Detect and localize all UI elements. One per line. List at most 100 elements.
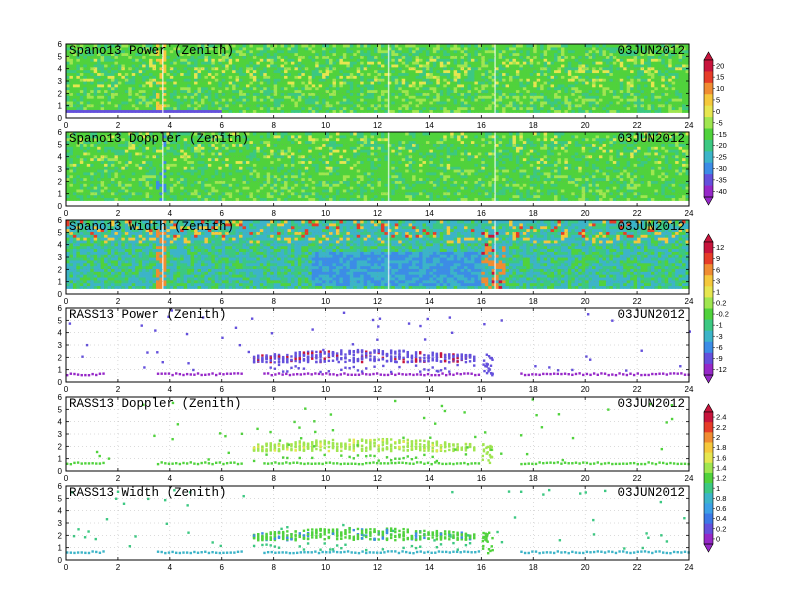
heatmap-cell <box>499 44 503 47</box>
heatmap-cell <box>246 44 250 47</box>
heatmap-cell <box>336 44 340 47</box>
heatmap-cell <box>294 44 298 47</box>
heatmap-cell <box>391 44 395 47</box>
heatmap-cell <box>422 44 426 47</box>
heatmap-cell <box>236 44 240 47</box>
y-tick-label: 6 <box>58 40 63 49</box>
y-tick-label: 1 <box>58 102 63 111</box>
heatmap-cell <box>544 44 548 47</box>
panel-date: 03JUN2012 <box>617 44 685 58</box>
heatmap-cell <box>599 44 603 47</box>
heatmap-cell <box>364 44 368 47</box>
heatmap-cell <box>419 44 423 47</box>
heatmap-cell <box>561 44 565 47</box>
x-tick-label: 22 <box>633 121 642 130</box>
y-tick-label: 0 <box>58 114 63 123</box>
heatmap-cell <box>378 44 382 47</box>
x-tick-label: 10 <box>321 121 330 130</box>
heatmap-cell <box>284 44 288 47</box>
heatmap-cell <box>339 44 343 47</box>
heatmap-cell <box>260 44 264 47</box>
heatmap-cell <box>319 44 323 47</box>
heatmap-cell <box>329 44 333 47</box>
heatmap-cell <box>243 44 247 47</box>
heatmap-cell <box>557 44 561 47</box>
heatmap-cell <box>249 44 253 47</box>
heatmap-cell <box>537 44 541 47</box>
heatmap-cell <box>301 44 305 47</box>
heatmap-cell <box>360 44 364 47</box>
heatmap-cell <box>395 44 399 47</box>
heatmap-cell <box>519 44 523 47</box>
heatmap-cell <box>315 44 319 47</box>
heatmap-cell <box>540 44 544 47</box>
x-tick-label: 12 <box>373 121 382 130</box>
heatmap-cell <box>398 44 402 47</box>
heatmap-cell <box>333 44 337 47</box>
heatmap-cell <box>613 44 617 47</box>
heatmap-cell <box>568 44 572 47</box>
heatmap-cell <box>346 44 350 47</box>
data-gap <box>388 44 390 118</box>
heatmap-cell <box>381 44 385 47</box>
heatmap-cell <box>343 44 347 47</box>
heatmap-cell <box>350 44 354 47</box>
heatmap-cell <box>305 44 309 47</box>
heatmap-cell <box>288 44 292 47</box>
heatmap-cell <box>371 44 375 47</box>
heatmap-cell <box>485 44 489 47</box>
x-tick-label: 16 <box>477 121 486 130</box>
heatmap-cell <box>606 44 610 47</box>
heatmap-cell <box>551 44 555 47</box>
heatmap-cell <box>433 44 437 47</box>
heatmap-cell <box>533 44 537 47</box>
x-tick-label: 14 <box>425 121 434 130</box>
heatmap-cell <box>547 44 551 47</box>
heatmap-cell <box>575 44 579 47</box>
panel-title: Spano13 Power (Zenith) <box>69 44 234 58</box>
heatmap-cell <box>585 44 589 47</box>
heatmap-cell <box>464 44 468 47</box>
x-tick-label: 0 <box>64 121 69 130</box>
heatmap-cell <box>312 44 316 47</box>
heatmap-cell <box>516 44 520 47</box>
heatmap-cell <box>602 44 606 47</box>
heatmap-cell <box>488 44 492 47</box>
heatmap-cell <box>402 44 406 47</box>
heatmap-cell <box>481 44 485 47</box>
x-tick-label: 24 <box>685 121 694 130</box>
heatmap-cell <box>509 44 513 47</box>
heatmap-cell <box>326 44 330 47</box>
heatmap-cell <box>353 44 357 47</box>
heatmap-cell <box>274 44 278 47</box>
heatmap-cell <box>454 44 458 47</box>
heatmap-cell <box>443 44 447 47</box>
y-tick-label: 5 <box>58 52 63 61</box>
x-tick-label: 4 <box>168 121 173 130</box>
heatmap-cell <box>384 44 388 47</box>
heatmap-cell <box>502 44 506 47</box>
heatmap-cell <box>523 44 527 47</box>
heatmap-cell <box>564 44 568 47</box>
heatmap-cell <box>429 44 433 47</box>
heatmap-cell <box>357 44 361 47</box>
heatmap-cell <box>277 44 281 47</box>
heatmap-cell <box>263 44 267 47</box>
x-tick-label: 8 <box>271 121 276 130</box>
heatmap-cell <box>592 44 596 47</box>
heatmap-cell <box>291 44 295 47</box>
heatmap-cell <box>281 44 285 47</box>
heatmap-cell <box>512 44 516 47</box>
heatmap-cell <box>578 44 582 47</box>
heatmap-cell <box>436 44 440 47</box>
heatmap-cell <box>409 44 413 47</box>
y-tick-label: 3 <box>58 77 63 86</box>
heatmap-cell <box>471 44 475 47</box>
heatmap-cell <box>450 44 454 47</box>
heatmap-cell <box>239 44 243 47</box>
heatmap-cell <box>367 44 371 47</box>
heatmap-cell <box>457 44 461 47</box>
heatmap-cell <box>405 44 409 47</box>
